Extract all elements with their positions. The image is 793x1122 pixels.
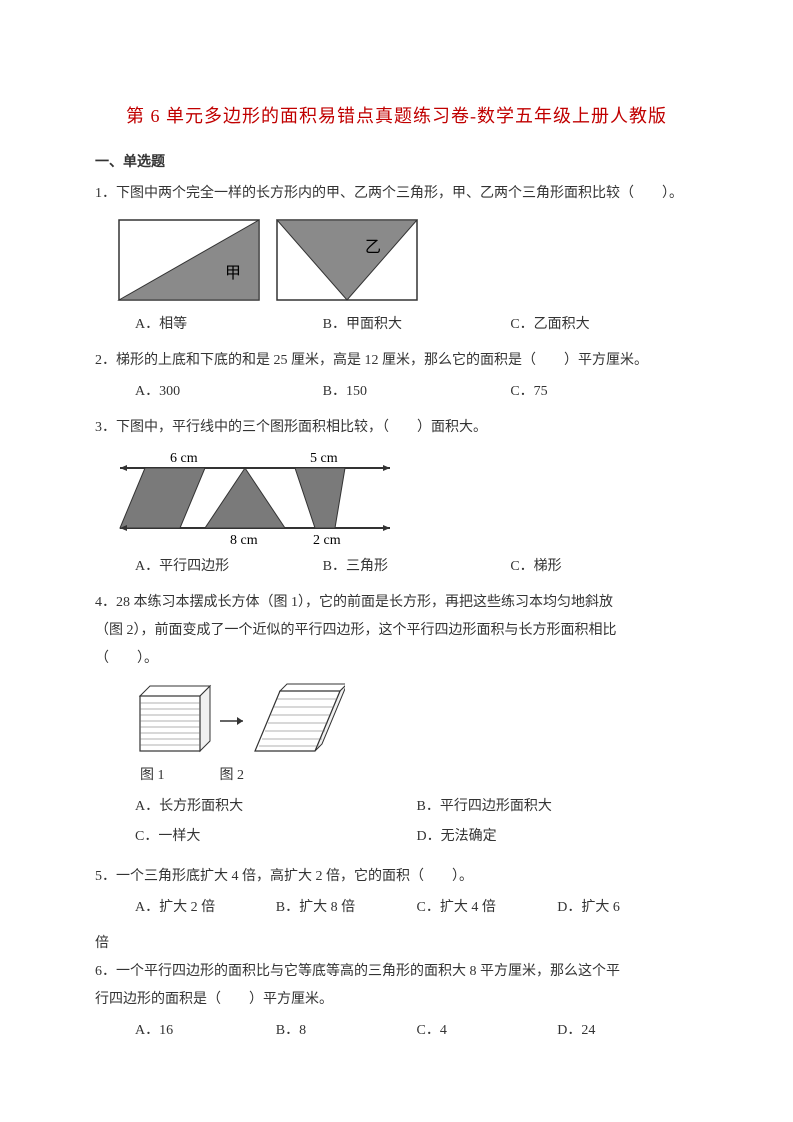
q3-figure: 6 cm 5 cm 8 cm 2 cm xyxy=(115,448,698,548)
q3-optB: B．三角形 xyxy=(323,554,511,579)
q6-text1: 6．一个平行四边形的面积比与它等底等高的三角形的面积大 8 平方厘米，那么这个平 xyxy=(95,958,698,986)
q3-optA: A．平行四边形 xyxy=(135,554,323,579)
label-jia: 甲 xyxy=(225,265,241,282)
q6-optD: D．24 xyxy=(557,1018,698,1043)
q6-optA: A．16 xyxy=(135,1018,276,1043)
q5-optB: B．扩大 8 倍 xyxy=(276,895,417,920)
q1-figures: 甲 乙 xyxy=(115,216,698,304)
q3-text: 3．下图中，平行线中的三个图形面积相比较，（ ）面积大。 xyxy=(95,414,698,442)
svg-text:6 cm: 6 cm xyxy=(170,451,198,466)
q4-text2: （图 2），前面变成了一个近似的平行四边形，这个平行四边形面积与长方形面积相比 xyxy=(95,617,698,645)
q4-text1: 4．28 本练习本摆成长方体（图 1），它的前面是长方形，再把这些练习本均匀地斜… xyxy=(95,589,698,617)
q4-fig1-label: 图 1 xyxy=(140,763,165,788)
q2-optB: B．150 xyxy=(323,379,511,404)
svg-text:5 cm: 5 cm xyxy=(310,451,338,466)
q4-optA: A．长方形面积大 xyxy=(135,794,417,819)
q5-options: A．扩大 2 倍 B．扩大 8 倍 C．扩大 4 倍 D．扩大 6 xyxy=(95,895,698,920)
q4-text3: （ ）。 xyxy=(95,645,698,673)
q6-text2: 行四边形的面积是（ ）平方厘米。 xyxy=(95,986,698,1014)
q1-figure-jia: 甲 xyxy=(115,216,263,304)
q5-optD: D．扩大 6 xyxy=(557,895,698,920)
q4-optB: B．平行四边形面积大 xyxy=(417,794,699,819)
q4-fig-labels: 图 1 图 2 xyxy=(95,763,698,788)
q1-optC: C．乙面积大 xyxy=(510,312,698,337)
q3-options: A．平行四边形 B．三角形 C．梯形 xyxy=(95,554,698,579)
q5-cont: 倍 xyxy=(95,930,698,958)
section-header: 一、单选题 xyxy=(95,150,698,175)
q1-optB: B．甲面积大 xyxy=(323,312,511,337)
q3-optC: C．梯形 xyxy=(510,554,698,579)
q4-options: A．长方形面积大 B．平行四边形面积大 C．一样大 D．无法确定 xyxy=(95,794,698,852)
q4-figure xyxy=(125,681,698,759)
q6-optB: B．8 xyxy=(276,1018,417,1043)
svg-text:8 cm: 8 cm xyxy=(230,533,258,548)
q5-text: 5．一个三角形底扩大 4 倍，高扩大 2 倍，它的面积（ ）。 xyxy=(95,863,698,891)
q1-figure-yi: 乙 xyxy=(273,216,421,304)
q5-optA: A．扩大 2 倍 xyxy=(135,895,276,920)
svg-text:2 cm: 2 cm xyxy=(313,533,341,548)
q1-optA: A．相等 xyxy=(135,312,323,337)
q4-optC: C．一样大 xyxy=(135,824,417,849)
page-title: 第 6 单元多边形的面积易错点真题练习卷-数学五年级上册人教版 xyxy=(95,100,698,132)
q1-text: 1．下图中两个完全一样的长方形内的甲、乙两个三角形，甲、乙两个三角形面积比较（ … xyxy=(95,180,698,208)
q1-options: A．相等 B．甲面积大 C．乙面积大 xyxy=(95,312,698,337)
q2-text: 2．梯形的上底和下底的和是 25 厘米，高是 12 厘米，那么它的面积是（ ）平… xyxy=(95,347,698,375)
q6-options: A．16 B．8 C．4 D．24 xyxy=(95,1018,698,1043)
q4-optD: D．无法确定 xyxy=(417,824,699,849)
q2-optC: C．75 xyxy=(510,379,698,404)
q4-fig2-label: 图 2 xyxy=(220,763,245,788)
q2-optA: A．300 xyxy=(135,379,323,404)
q6-optC: C．4 xyxy=(417,1018,558,1043)
q2-options: A．300 B．150 C．75 xyxy=(95,379,698,404)
label-yi: 乙 xyxy=(365,239,381,256)
q5-optC: C．扩大 4 倍 xyxy=(417,895,558,920)
